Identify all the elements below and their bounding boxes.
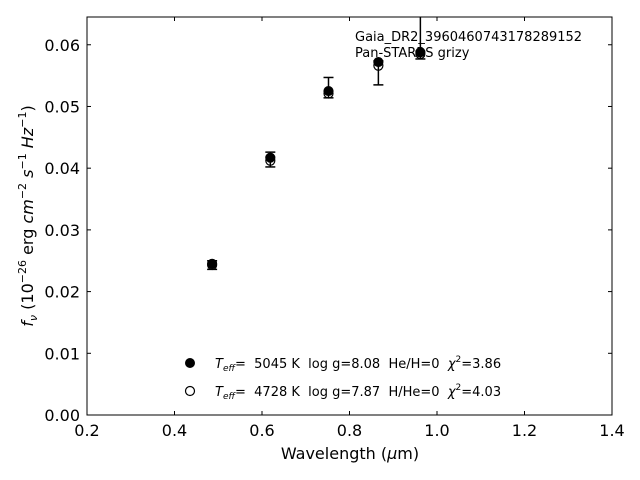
model-point-open [415,48,426,60]
legend-marker-filled [185,358,195,368]
legend-entry-1: Teff= 5045 K log g=8.08 He/H=0 χ2=3.86 [215,355,501,374]
y-tick-label: 0.00 [44,406,80,425]
y-tick-label: 0.03 [44,221,80,240]
model-point-filled [323,85,334,97]
x-axis-label: Wavelength (μm) [281,444,419,463]
y-tick-label: 0.01 [44,344,80,363]
plot-clip-group [207,17,426,271]
x-tick-label: 1.2 [512,421,537,440]
x-tick-label: 1.0 [424,421,449,440]
model-point-filled [265,152,276,163]
x-tick-label: 0.2 [74,421,99,440]
data-points [207,47,426,271]
x-tick-label: 1.4 [599,421,624,440]
y-axis: 0.00 0.01 0.02 0.03 0.04 0.05 0.06 [44,36,612,425]
annotation-line-2: Pan-STARRS grizy [355,46,470,61]
legend-marker-open [184,385,196,397]
model-point-filled [373,56,384,68]
model-point-open [207,259,218,271]
model-point-open [323,88,334,99]
y-tick-label: 0.02 [44,283,80,302]
y-tick-label: 0.05 [44,97,80,116]
model-point-open [373,60,384,71]
x-axis: 0.2 0.4 0.6 0.8 1.0 1.2 1.4 [74,17,625,440]
model-point-open [265,155,276,166]
y-axis-label: fν (10−26 erg cm−2 s−1 Hz−1) [16,105,40,326]
x-tick-label: 0.4 [162,421,187,440]
legend-entry-2: Teff= 4728 K log g=7.87 H/He=0 χ2=4.03 [215,383,501,402]
y-tick-label: 0.06 [44,36,80,55]
plot-frame [86,16,613,416]
x-tick-label: 0.8 [337,421,362,440]
x-tick-label: 0.6 [249,421,274,440]
y-tick-label: 0.04 [44,159,80,178]
legend: Teff= 5045 K log g=8.08 He/H=0 χ2=3.86 T… [184,355,501,402]
annotation-line-1: Gaia_DR2_3960460743178289152 [355,30,582,45]
